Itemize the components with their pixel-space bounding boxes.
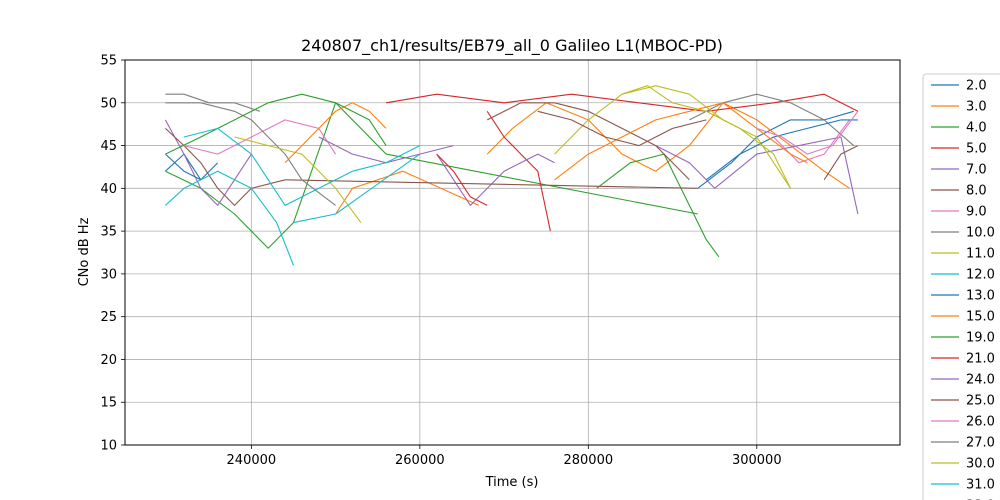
series-line — [689, 93, 855, 147]
x-tick-label: 280000 — [563, 453, 613, 468]
legend-label: 13.0 — [966, 289, 995, 304]
y-tick-label: 15 — [100, 396, 117, 411]
series-11.0 — [234, 85, 791, 223]
series-line — [596, 153, 720, 258]
y-tick-label: 55 — [100, 54, 117, 69]
legend-label: 26.0 — [966, 415, 995, 430]
series-13.0 — [165, 119, 858, 181]
series-line — [386, 93, 859, 112]
y-tick-label: 20 — [100, 353, 117, 368]
series-line — [537, 110, 707, 147]
series-line — [436, 153, 555, 206]
legend: 2.0 3.0 4.0 5.0 7.0 8.0 9.0 10.0 11.0 12.0 13.0 15.… — [922, 73, 1000, 500]
legend-label-clipped: 33.0 — [966, 499, 995, 500]
series-line — [486, 102, 850, 189]
series-line — [436, 153, 488, 206]
legend-label: 25.0 — [966, 394, 995, 409]
x-tick-label: 240000 — [227, 453, 277, 468]
legend-label: 27.0 — [966, 436, 995, 451]
series-line — [285, 179, 698, 189]
series-line — [486, 102, 690, 181]
y-tick-label: 10 — [100, 439, 117, 454]
series-line — [165, 170, 295, 266]
series-line — [697, 110, 854, 189]
x-tick-label: 300000 — [732, 453, 782, 468]
series-line — [183, 127, 421, 206]
series-line — [301, 179, 336, 206]
series-line — [234, 136, 362, 223]
x-axis-label: Time (s) — [485, 475, 539, 490]
series-25.0 — [537, 110, 707, 147]
series-31.0 — [183, 127, 421, 206]
legend-label: 12.0 — [966, 268, 995, 283]
series-12.0 — [165, 153, 421, 266]
y-tick-label: 40 — [100, 182, 117, 197]
y-tick-label: 35 — [100, 225, 117, 240]
series-21.0 — [436, 153, 488, 206]
y-tick-label: 25 — [100, 310, 117, 325]
series-line — [554, 102, 808, 181]
series-line — [756, 110, 859, 155]
legend-label: 5.0 — [966, 142, 987, 157]
legend-label: 11.0 — [966, 247, 995, 262]
series-line — [165, 102, 387, 249]
chart-title: 240807_ch1/results/EB79_all_0 Galileo L1… — [301, 36, 723, 56]
legend-box — [922, 73, 1000, 500]
series-27.0 — [165, 93, 260, 112]
axis-ticks: 240000 260000 280000 300000 10 15 20 25 30 35 40 45… — [100, 54, 781, 469]
series-line — [554, 85, 791, 189]
y-tick-label: 45 — [100, 139, 117, 154]
y-axis-label: CNo dB Hz — [77, 217, 92, 286]
series-9.0 — [183, 119, 850, 164]
legend-label: 31.0 — [966, 478, 995, 493]
legend-label: 21.0 — [966, 352, 995, 367]
series-line — [486, 110, 551, 232]
series-line — [165, 93, 387, 155]
legend-label: 4.0 — [966, 121, 987, 136]
legend-label: 15.0 — [966, 310, 995, 325]
legend-label: 24.0 — [966, 373, 995, 388]
series-line — [165, 102, 303, 181]
series-19.0 — [165, 93, 387, 155]
legend-label: 8.0 — [966, 184, 987, 199]
series-line — [165, 93, 260, 112]
series-26.0 — [756, 110, 859, 155]
y-tick-label: 30 — [100, 267, 117, 282]
legend-label: 2.0 — [966, 79, 987, 94]
legend-label: 30.0 — [966, 457, 995, 472]
y-tick-label: 50 — [100, 96, 117, 111]
series-line — [165, 153, 202, 181]
series-line — [385, 153, 698, 215]
legend-label: 7.0 — [966, 163, 987, 178]
x-tick-label: 260000 — [395, 453, 445, 468]
series-30.0 — [621, 85, 791, 189]
legend-label: 19.0 — [966, 331, 995, 346]
series-7.0 — [164, 119, 859, 215]
legend-label: 10.0 — [966, 226, 995, 241]
series-line — [823, 145, 859, 181]
series-line — [293, 153, 421, 224]
series-line — [655, 136, 859, 215]
series-line — [621, 85, 791, 189]
series-4.0 — [165, 102, 720, 258]
legend-label: 9.0 — [966, 205, 987, 220]
series-line — [164, 119, 252, 206]
series-line — [705, 119, 858, 181]
plot-area-frame — [124, 59, 901, 446]
series-line — [773, 119, 850, 164]
series-lines — [164, 85, 859, 266]
series-5.0 — [386, 93, 859, 232]
series-10.0 — [165, 93, 855, 206]
series-line — [183, 119, 337, 155]
legend-label: 3.0 — [966, 100, 987, 115]
